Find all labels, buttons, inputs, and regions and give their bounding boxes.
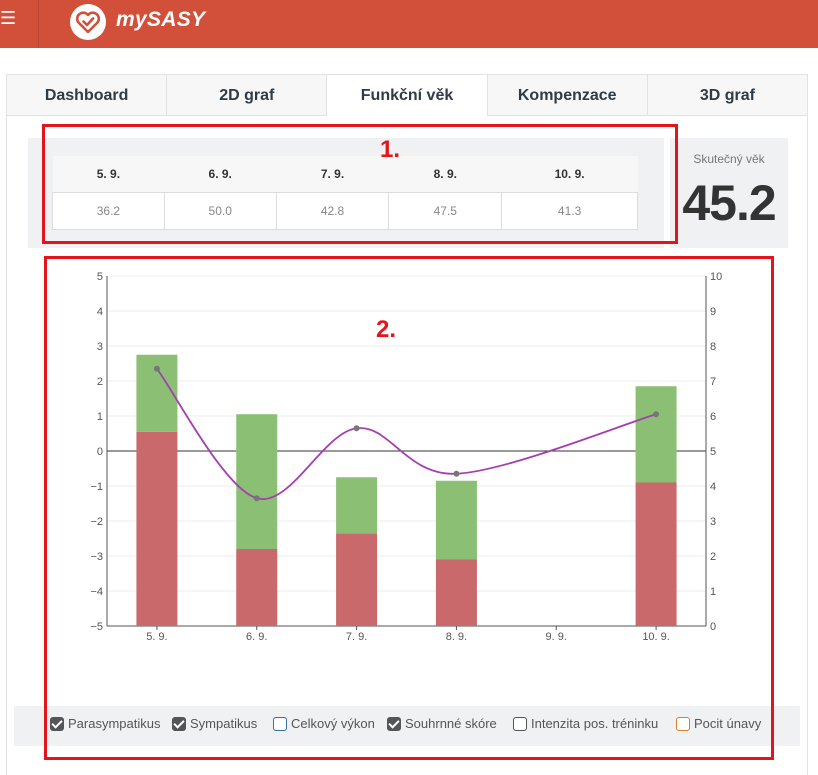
chart-legend: Parasympatikus Sympatikus Celkový výkon … xyxy=(14,706,800,746)
age-table-header: 7. 9. xyxy=(276,156,389,193)
top-bar: ☰ mySASY xyxy=(0,0,818,48)
age-table-cell: 41.3 xyxy=(501,192,638,230)
legend-item-parasympatikus[interactable]: Parasympatikus xyxy=(50,716,160,734)
checkbox-checked-icon[interactable] xyxy=(172,717,186,731)
app-title: mySASY xyxy=(116,8,206,31)
legend-label: Parasympatikus xyxy=(68,716,161,731)
tab-bar: Dashboard 2D graf Funkční věk Kompenzace… xyxy=(7,75,807,116)
annotation-label-2: 2. xyxy=(376,316,397,343)
checkbox-unchecked-icon[interactable] xyxy=(273,717,287,731)
hamburger-menu-icon[interactable]: ☰ xyxy=(0,8,17,28)
age-table-cell: 42.8 xyxy=(275,192,390,230)
legend-item-pocit-unavy[interactable]: Pocit únavy xyxy=(676,716,761,734)
legend-item-intenzita[interactable]: Intenzita pos. tréninku xyxy=(513,716,658,734)
age-table-cell: 36.2 xyxy=(52,192,165,230)
age-table-row: 36.2 50.0 42.8 47.5 41.3 xyxy=(52,192,638,230)
tab-funkcni-vek[interactable]: Funkční věk xyxy=(327,75,488,116)
legend-label: Intenzita pos. tréninku xyxy=(531,716,659,731)
real-age-label: Skutečný věk xyxy=(693,152,765,166)
age-table-header: 8. 9. xyxy=(388,156,502,193)
checkbox-unchecked-icon[interactable] xyxy=(513,717,527,731)
real-age-value: 45.2 xyxy=(682,175,776,231)
annotation-label-1: 1. xyxy=(380,136,401,163)
annotation-box-1 xyxy=(42,124,678,244)
age-table-cell: 50.0 xyxy=(163,192,277,230)
age-table-header: 5. 9. xyxy=(52,156,165,193)
annotation-box-2 xyxy=(44,256,774,760)
legend-item-sympatikus[interactable]: Sympatikus xyxy=(172,716,257,734)
legend-item-celkovy-vykon[interactable]: Celkový výkon xyxy=(273,716,375,734)
age-table: 5. 9. 6. 9. 7. 9. 8. 9. 10. 9. 36.2 50.0… xyxy=(52,156,638,230)
real-age-card: Skutečný věk 45.2 xyxy=(670,138,788,248)
tab-dashboard[interactable]: Dashboard xyxy=(7,75,168,115)
topbar-divider xyxy=(38,0,39,48)
tab-kompenzace[interactable]: Kompenzace xyxy=(488,75,648,115)
age-table-header-row: 5. 9. 6. 9. 7. 9. 8. 9. 10. 9. xyxy=(52,156,638,193)
age-table-header: 10. 9. xyxy=(501,156,638,193)
checkbox-checked-icon[interactable] xyxy=(50,717,64,731)
age-table-header: 6. 9. xyxy=(164,156,277,193)
legend-label: Sympatikus xyxy=(190,716,258,731)
heart-check-logo-icon xyxy=(70,4,106,40)
checkbox-unchecked-icon[interactable] xyxy=(676,717,690,731)
legend-label: Celkový výkon xyxy=(291,716,375,731)
legend-label: Souhrnné skóre xyxy=(405,716,497,731)
legend-item-souhrnne-skore[interactable]: Souhrnné skóre xyxy=(387,716,497,734)
age-table-cell: 47.5 xyxy=(388,192,503,230)
tab-2d-graf[interactable]: 2D graf xyxy=(167,75,328,115)
checkbox-checked-icon[interactable] xyxy=(387,717,401,731)
legend-label: Pocit únavy xyxy=(694,716,762,731)
tab-3d-graf[interactable]: 3D graf xyxy=(699,87,755,104)
